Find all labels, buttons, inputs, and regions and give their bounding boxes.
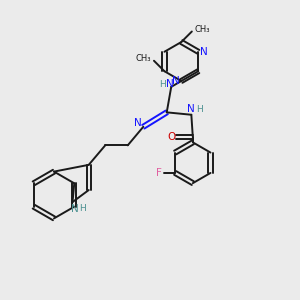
- Text: H: H: [196, 105, 203, 114]
- Text: H: H: [159, 80, 166, 89]
- Text: N: N: [134, 118, 142, 128]
- Text: O: O: [168, 132, 176, 142]
- Text: H: H: [79, 204, 86, 213]
- Text: CH₃: CH₃: [195, 25, 210, 34]
- Text: N: N: [166, 80, 174, 89]
- Text: N: N: [200, 47, 208, 57]
- Text: N: N: [188, 104, 195, 114]
- Text: N: N: [71, 204, 79, 214]
- Text: N: N: [172, 76, 180, 86]
- Text: F: F: [156, 168, 162, 178]
- Text: CH₃: CH₃: [136, 54, 151, 63]
